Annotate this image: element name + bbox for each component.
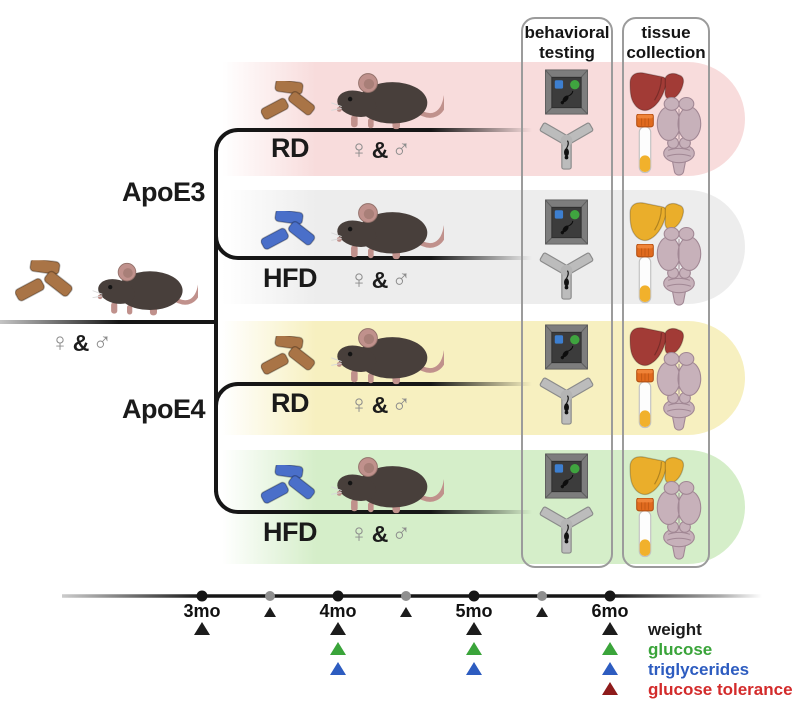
male-symbol: ♂ [391, 134, 411, 164]
mouse-icon [324, 198, 444, 262]
food-pellets-icon [260, 336, 320, 378]
food-pellets-icon [260, 211, 320, 253]
mouse-icon [324, 323, 444, 387]
female-symbol: ♀ [50, 327, 70, 357]
ampersand: & [371, 392, 389, 418]
sex-label: ♀ & ♂ [335, 389, 425, 420]
female-symbol: ♀ [349, 389, 369, 419]
timeline-month-dots [196, 590, 616, 602]
male-symbol: ♂ [391, 264, 411, 294]
marker-weight-5mo [466, 622, 482, 635]
tissue-collection-title: tissue collection [626, 23, 706, 63]
timeline-label-4mo: 4mo [319, 601, 357, 621]
food-pellets-icon [260, 465, 320, 507]
marker-glucose-4mo [330, 642, 346, 655]
legend-glucose: glucose [648, 640, 713, 659]
diet-label: RD [271, 388, 310, 418]
marker-weight-3mo [194, 622, 210, 635]
marker-glucose-5mo [466, 642, 482, 655]
diet-label: RD [271, 133, 310, 163]
genotype-label-apoe4: ApoE4 [121, 394, 206, 424]
sex-label: ♀ & ♂ [335, 518, 425, 549]
marker-glucose-tolerance-6mo [602, 682, 618, 695]
mouse-icon [324, 68, 444, 132]
timeline-label-5mo: 5mo [455, 601, 493, 621]
tissue-collection-column: tissue collection [622, 17, 710, 568]
behavioral-testing-title: behavioral testing [524, 23, 610, 63]
marker-triglycerides-4mo [330, 662, 346, 675]
male-symbol: ♂ [92, 327, 112, 357]
root-sex-label: ♀ & ♂ [36, 327, 126, 358]
marker-weight-halfmonth [264, 607, 276, 617]
ampersand: & [371, 137, 389, 163]
food-pellets-icon [260, 81, 320, 123]
marker-triglycerides-6mo [602, 662, 618, 675]
food-pellets-icon [15, 260, 77, 305]
female-symbol: ♀ [349, 264, 369, 294]
legend-weight: weight [648, 620, 702, 639]
male-symbol: ♂ [391, 518, 411, 548]
marker-weight-halfmonth [400, 607, 412, 617]
female-symbol: ♀ [349, 134, 369, 164]
marker-triglycerides-5mo [466, 662, 482, 675]
marker-weight-6mo [602, 622, 618, 635]
diet-label: HFD [263, 263, 318, 293]
sex-label: ♀ & ♂ [335, 134, 425, 165]
legend-triglycerides: triglycerides [648, 660, 750, 679]
timeline-label-6mo: 6mo [591, 601, 629, 621]
behavioral-testing-column: behavioral testing [521, 17, 613, 568]
legend-glucose-tolerance: glucose tolerance [648, 680, 793, 699]
mouse-icon [86, 258, 198, 318]
ampersand: & [371, 521, 389, 547]
marker-weight-4mo [330, 622, 346, 635]
diet-label: HFD [263, 517, 318, 547]
female-symbol: ♀ [349, 518, 369, 548]
male-symbol: ♂ [391, 389, 411, 419]
mouse-icon [324, 452, 444, 516]
timeline-label-3mo: 3mo [183, 601, 221, 621]
marker-glucose-6mo [602, 642, 618, 655]
ampersand: & [72, 330, 90, 356]
marker-weight-halfmonth [536, 607, 548, 617]
genotype-label-apoe3: ApoE3 [121, 177, 206, 207]
sex-label: ♀ & ♂ [335, 264, 425, 295]
timeline-halfmonth-dots [265, 591, 547, 601]
ampersand: & [371, 267, 389, 293]
